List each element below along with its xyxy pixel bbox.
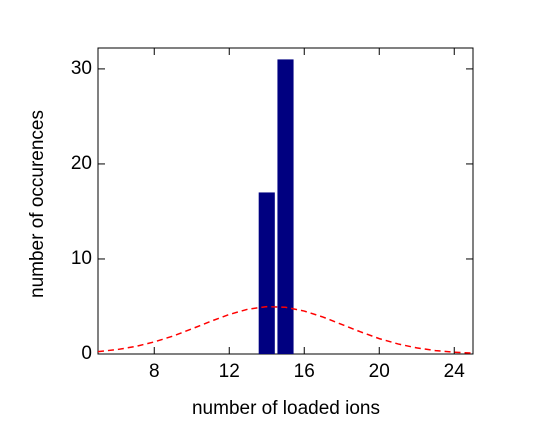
- x-tick-label: 16: [294, 361, 315, 382]
- y-axis-title: number of occurences: [27, 110, 48, 298]
- fit-curve: [97, 305, 474, 354]
- bar: [258, 192, 275, 354]
- bar: [277, 59, 294, 355]
- x-axis-title: number of loaded ions: [192, 398, 380, 419]
- x-tick-label: 24: [444, 361, 466, 382]
- y-tick-label: 20: [71, 153, 92, 174]
- y-tick-label: 30: [71, 58, 92, 79]
- y-tick-label: 0: [81, 343, 92, 364]
- x-tick-label: 12: [219, 361, 240, 382]
- x-tick-label: 8: [149, 361, 160, 382]
- x-tick-label: 20: [369, 361, 390, 382]
- y-tick-label: 10: [71, 248, 92, 269]
